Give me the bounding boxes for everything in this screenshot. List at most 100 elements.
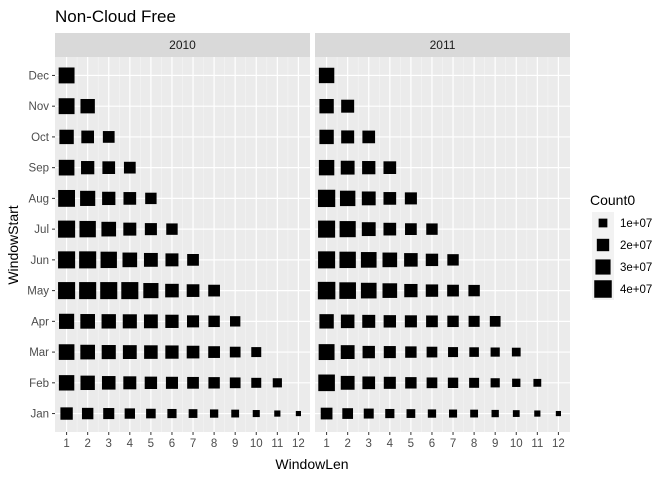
data-point: [382, 252, 398, 268]
data-point: [79, 251, 97, 269]
data-point: [100, 282, 118, 300]
data-point: [534, 410, 541, 417]
data-point: [361, 222, 376, 237]
data-point: [406, 409, 416, 418]
data-point: [102, 191, 116, 206]
size-legend: Count0 1e+07 2e+07 3e+07 4e+07: [590, 192, 652, 300]
data-point: [58, 282, 76, 300]
data-point: [165, 253, 179, 267]
data-point: [405, 377, 417, 389]
data-point: [425, 284, 439, 297]
data-point: [340, 375, 355, 390]
data-point: [317, 189, 336, 208]
data-point: [59, 313, 75, 329]
y-tick-label: Jul: [34, 224, 49, 236]
x-tick-label: 12: [552, 438, 565, 450]
data-point: [58, 251, 76, 269]
data-point: [208, 377, 220, 389]
x-tick-label: 8: [471, 438, 477, 450]
data-point: [101, 376, 116, 390]
data-point: [490, 347, 500, 357]
data-point: [470, 409, 479, 418]
data-point: [295, 410, 301, 417]
legend-label: 3e+07: [620, 262, 652, 274]
x-tick-label: 11: [271, 438, 283, 450]
x-tick-label: 2: [84, 438, 90, 450]
x-tick-label: 1: [63, 438, 69, 450]
legend-title: Count0: [590, 192, 635, 208]
data-point: [102, 131, 115, 143]
data-point: [511, 347, 521, 357]
data-point: [123, 222, 137, 236]
y-tick-label: Mar: [29, 347, 49, 359]
y-tick-label: May: [27, 286, 49, 298]
x-tick-label: 5: [408, 438, 414, 450]
data-point: [318, 220, 336, 238]
y-tick-label: Aug: [29, 193, 49, 205]
legend-label: 2e+07: [620, 240, 652, 252]
data-point: [363, 408, 374, 419]
data-point: [251, 347, 262, 358]
data-point: [59, 129, 74, 145]
data-point: [318, 374, 335, 392]
data-point: [80, 375, 95, 391]
data-point: [340, 314, 355, 329]
data-point: [274, 410, 281, 417]
data-point: [80, 190, 96, 206]
data-point: [555, 410, 561, 417]
data-point: [165, 345, 179, 359]
data-point: [405, 346, 417, 358]
data-point: [361, 191, 376, 206]
data-point: [186, 345, 200, 359]
x-axis-title: WindowLen: [275, 456, 348, 472]
data-point: [404, 253, 418, 267]
facet-strip-label: 2010: [169, 38, 196, 52]
data-point: [144, 376, 158, 390]
data-point: [426, 377, 438, 389]
x-tick-label: 9: [232, 438, 238, 450]
x-tick-label: 3: [366, 438, 372, 450]
legend-symbol: [595, 259, 611, 275]
data-point: [209, 409, 219, 418]
data-point: [320, 407, 333, 420]
data-point: [187, 253, 199, 266]
data-point: [122, 345, 137, 359]
data-point: [383, 315, 397, 328]
data-point: [342, 408, 354, 419]
data-point: [146, 408, 156, 419]
x-tick-label: 6: [169, 438, 175, 450]
legend-symbol: [594, 280, 612, 298]
data-point: [124, 408, 135, 419]
data-point: [404, 192, 417, 205]
data-point: [229, 377, 241, 389]
data-point: [60, 407, 73, 420]
data-point: [101, 345, 116, 360]
data-point: [362, 130, 376, 144]
data-point: [512, 410, 520, 417]
data-point: [166, 223, 178, 235]
data-point: [318, 251, 336, 269]
y-tick-label: Oct: [31, 132, 50, 144]
x-tick-label: 7: [450, 438, 456, 450]
y-tick-label: Jan: [30, 409, 49, 421]
facet-strip: [55, 33, 310, 57]
data-point: [449, 409, 458, 418]
y-tick-label: Apr: [31, 316, 49, 328]
x-tick-label: 2: [344, 438, 350, 450]
y-tick-label: Feb: [29, 378, 49, 390]
x-tick-label: 4: [127, 438, 134, 450]
data-point: [319, 314, 334, 329]
x-tick-label: 1: [323, 438, 329, 450]
data-point: [230, 316, 241, 327]
data-point: [101, 314, 116, 329]
data-point: [81, 407, 94, 420]
data-point: [340, 160, 355, 175]
data-point: [58, 67, 75, 84]
data-point: [188, 409, 198, 418]
legend-label: 1e+07: [620, 218, 652, 230]
y-tick-label: Dec: [29, 70, 50, 82]
data-point: [383, 376, 396, 389]
x-tick-label: 3: [106, 438, 112, 450]
